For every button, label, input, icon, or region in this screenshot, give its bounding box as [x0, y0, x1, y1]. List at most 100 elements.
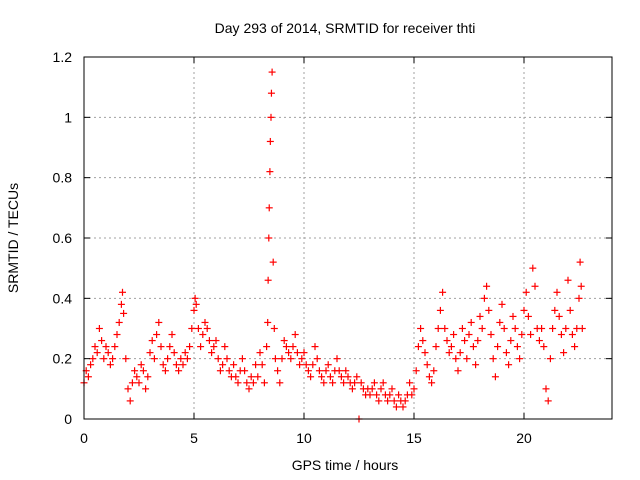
data-point [267, 89, 275, 97]
data-point [146, 349, 154, 357]
data-point [423, 361, 431, 369]
data-point [300, 349, 308, 357]
data-point [576, 258, 584, 266]
data-point [133, 373, 141, 381]
data-point [540, 343, 548, 351]
data-point [192, 300, 200, 308]
y-tick-label: 0.6 [53, 230, 73, 246]
data-point [115, 318, 123, 326]
data-point [527, 331, 535, 339]
data-point [256, 349, 264, 357]
data-point [366, 391, 374, 399]
data-point [188, 325, 196, 332]
data-point [498, 300, 506, 308]
data-point [117, 300, 125, 308]
data-point [87, 361, 95, 369]
data-point [443, 337, 451, 345]
data-point [142, 385, 150, 393]
data-point [155, 318, 163, 326]
data-point [293, 349, 301, 357]
data-point [502, 349, 510, 357]
data-point [166, 343, 174, 351]
x-tick-label: 0 [80, 430, 88, 446]
data-point [175, 367, 183, 375]
data-point [562, 325, 570, 332]
data-point [119, 288, 126, 296]
data-point [122, 355, 130, 363]
y-tick-label: 1 [64, 109, 72, 125]
data-point [179, 361, 187, 369]
data-point [274, 367, 282, 375]
data-point [150, 355, 158, 363]
data-point [245, 385, 253, 393]
data-point [370, 379, 378, 387]
data-point [285, 349, 293, 357]
data-point [373, 391, 381, 399]
data-point [419, 337, 427, 345]
data-point [258, 361, 266, 369]
y-axis-label: SRMTID / TECUs [5, 183, 21, 293]
data-point [564, 276, 572, 284]
data-points [80, 68, 586, 423]
data-point [302, 361, 310, 369]
data-point [260, 379, 268, 387]
data-point [120, 309, 128, 317]
data-point [513, 343, 521, 351]
data-point [333, 355, 341, 363]
data-point [254, 373, 262, 381]
data-point [311, 343, 319, 351]
data-point [148, 337, 156, 345]
data-point [291, 331, 299, 339]
data-point [271, 355, 279, 363]
data-point [221, 343, 229, 351]
grid [84, 57, 612, 419]
data-point [84, 373, 92, 381]
data-point [128, 379, 136, 387]
data-point [395, 391, 403, 399]
data-point [518, 331, 526, 339]
data-point [357, 379, 365, 387]
data-point [280, 337, 288, 345]
data-point [208, 349, 216, 357]
data-point [458, 325, 466, 332]
data-point [509, 312, 517, 320]
data-point [109, 355, 117, 363]
data-point [212, 337, 220, 345]
data-point [111, 343, 119, 351]
data-point [542, 385, 550, 393]
data-point [225, 367, 233, 375]
data-point [252, 361, 260, 369]
data-point [95, 325, 103, 332]
data-point [445, 349, 453, 357]
data-point [304, 367, 312, 375]
data-point [487, 331, 495, 339]
data-point [322, 367, 330, 375]
data-point [205, 337, 213, 345]
data-point [465, 331, 473, 339]
x-tick-label: 10 [296, 430, 312, 446]
data-point [538, 325, 546, 332]
data-point [390, 397, 398, 405]
data-point [476, 312, 484, 320]
data-point [131, 367, 139, 375]
data-point [315, 367, 323, 375]
data-point [157, 343, 165, 351]
data-point [144, 373, 152, 381]
data-point [100, 355, 108, 363]
data-point [478, 325, 486, 332]
data-point [412, 367, 420, 375]
data-point [216, 367, 224, 375]
data-point [168, 331, 176, 339]
data-point [399, 403, 407, 411]
data-point [496, 318, 504, 326]
data-point [430, 367, 438, 375]
data-point [113, 331, 121, 339]
data-point [384, 397, 392, 405]
data-point [392, 403, 400, 411]
data-point [264, 318, 272, 326]
data-point [172, 361, 180, 369]
data-point [417, 325, 425, 332]
data-point [524, 312, 532, 320]
data-point [320, 379, 328, 387]
